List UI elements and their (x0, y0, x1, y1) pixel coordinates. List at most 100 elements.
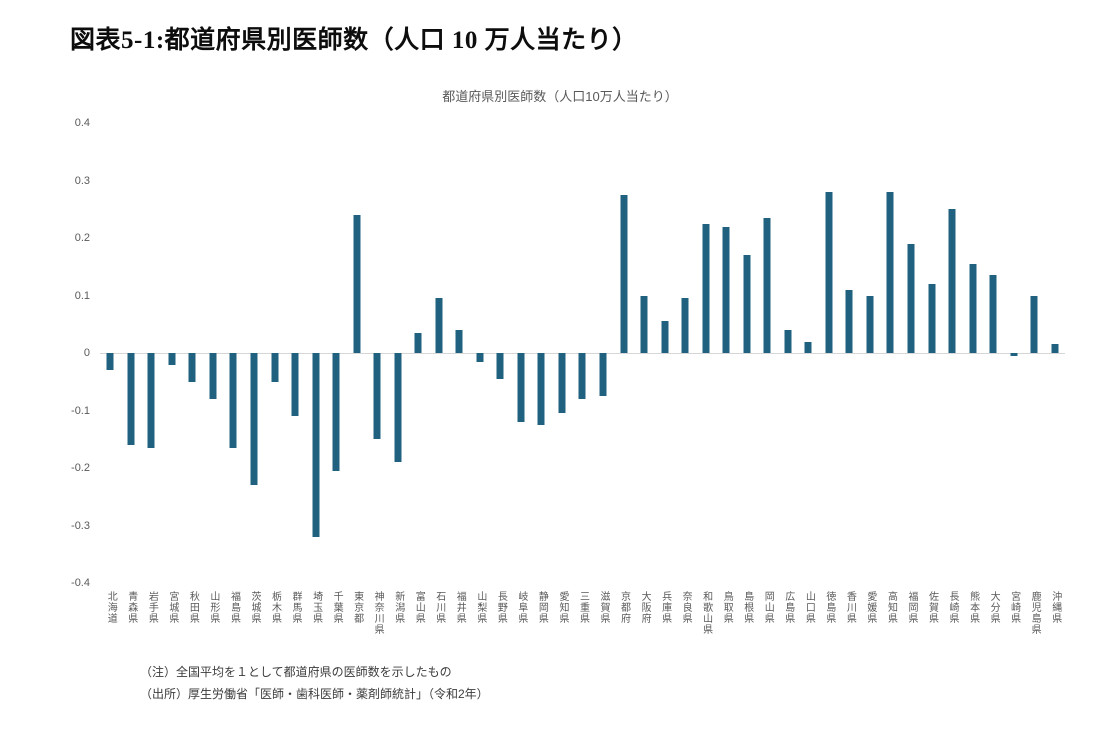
bar (106, 353, 114, 371)
bar-slot (182, 123, 203, 583)
bar (886, 192, 894, 353)
x-tick-label-text: 福島県 (228, 591, 240, 624)
x-tick-label-text: 宮城県 (166, 591, 178, 624)
x-tick-label-text: 千葉県 (331, 591, 343, 624)
x-tick-label-text: 島根県 (741, 591, 753, 624)
bar (373, 353, 381, 440)
bar-slot (100, 123, 121, 583)
bar-slot (305, 123, 326, 583)
bar (969, 263, 977, 353)
bar (640, 295, 648, 353)
x-tick-label-text: 茨城県 (248, 591, 260, 624)
bar (394, 353, 402, 463)
bar (496, 353, 504, 379)
bar-slot (860, 123, 881, 583)
x-tick-label-text: 栃木県 (269, 591, 281, 624)
x-tick-label-text: 高知県 (885, 591, 897, 624)
bar (271, 353, 279, 382)
x-tick-label: 青森県 (121, 591, 142, 653)
bar-slot (901, 123, 922, 583)
bar-slot (736, 123, 757, 583)
bar (435, 298, 443, 353)
bar-slot (613, 123, 634, 583)
x-tick-label-text: 神奈川県 (372, 591, 384, 635)
y-tick-label: 0.1 (74, 289, 90, 302)
bar (620, 194, 628, 353)
x-tick-label: 群馬県 (285, 591, 306, 653)
x-tick-label-text: 大分県 (988, 591, 1000, 624)
bar (353, 215, 361, 353)
bar-chart: 都道府県別医師数（人口10万人当たり） 0.4 0.3 0.2 0.1 0 -0.1 -0.… (55, 86, 1065, 705)
bar-slot (634, 123, 655, 583)
bar-slot (1003, 123, 1024, 583)
bar (455, 330, 463, 353)
y-tick-label: -0.4 (71, 577, 90, 589)
y-tick-label: -0.3 (71, 519, 90, 532)
x-tick-label: 滋賀県 (593, 591, 614, 653)
y-axis: 0.4 0.3 0.2 0.1 0 -0.1 -0.2 -0.3 -0.4 (55, 117, 100, 589)
x-tick-label: 山梨県 (470, 591, 491, 653)
x-tick-label-text: 長崎県 (947, 591, 959, 624)
x-tick-label: 栃木県 (264, 591, 285, 653)
bar (147, 353, 155, 448)
x-tick-label: 兵庫県 (654, 591, 675, 653)
note-method: （注）全国平均を１として都道府県の医師数を示したもの (140, 665, 452, 679)
x-tick-label-text: 青森県 (125, 591, 137, 624)
x-tick-label: 北海道 (100, 591, 121, 653)
bar (229, 353, 237, 448)
bar-slot (880, 123, 901, 583)
bar-slot (490, 123, 511, 583)
bar-slot (470, 123, 491, 583)
bar (250, 353, 258, 486)
bar-slot (675, 123, 696, 583)
bar (312, 353, 320, 537)
bar (743, 255, 751, 353)
bar-slot (367, 123, 388, 583)
bar-slot (387, 123, 408, 583)
y-tick-label: 0 (83, 347, 90, 359)
bar-slot (572, 123, 593, 583)
bar-slot (264, 123, 285, 583)
x-tick-label: 沖縄県 (1044, 591, 1065, 653)
x-tick-label: 山口県 (798, 591, 819, 653)
x-tick-label: 和歌山県 (695, 591, 716, 653)
bar-slot (778, 123, 799, 583)
bar (168, 353, 176, 365)
y-tick-label: 0.2 (74, 232, 90, 244)
x-tick-label-text: 石川県 (433, 591, 445, 624)
bar-slot (223, 123, 244, 583)
x-tick-label-text: 新潟県 (392, 591, 404, 624)
x-tick-label: 新潟県 (387, 591, 408, 653)
x-tick-label-text: 徳島県 (823, 591, 835, 624)
x-tick-label-text: 香川県 (844, 591, 856, 624)
bar (476, 353, 484, 362)
x-tick-label: 大阪府 (634, 591, 655, 653)
bar (209, 353, 217, 399)
x-tick-label: 埼玉県 (305, 591, 326, 653)
x-tick-label-text: 秋田県 (187, 591, 199, 624)
x-tick-label-text: 和歌山県 (700, 591, 712, 635)
bar-slot (511, 123, 532, 583)
bar (825, 192, 833, 353)
x-tick-label-text: 福井県 (454, 591, 466, 624)
x-tick-label: 京都府 (613, 591, 634, 653)
x-tick-label: 千葉県 (326, 591, 347, 653)
bar-slot (1024, 123, 1045, 583)
x-tick-label: 愛媛県 (860, 591, 881, 653)
bar-slot (757, 123, 778, 583)
bar-slot (162, 123, 183, 583)
bar (414, 332, 422, 353)
y-tick-label: 0.3 (74, 174, 90, 187)
x-tick-label: 愛知県 (552, 591, 573, 653)
x-tick-label-text: 山梨県 (474, 591, 486, 624)
bar (907, 243, 915, 353)
x-tick-label-text: 北海道 (105, 591, 117, 624)
bar-slot (141, 123, 162, 583)
x-tick-label-text: 滋賀県 (598, 591, 610, 624)
bar-slot (449, 123, 470, 583)
bar (722, 226, 730, 353)
bar-slot (326, 123, 347, 583)
x-tick-label-text: 岡山県 (762, 591, 774, 624)
x-tick-label-text: 岐阜県 (515, 591, 527, 624)
bar-slot (962, 123, 983, 583)
